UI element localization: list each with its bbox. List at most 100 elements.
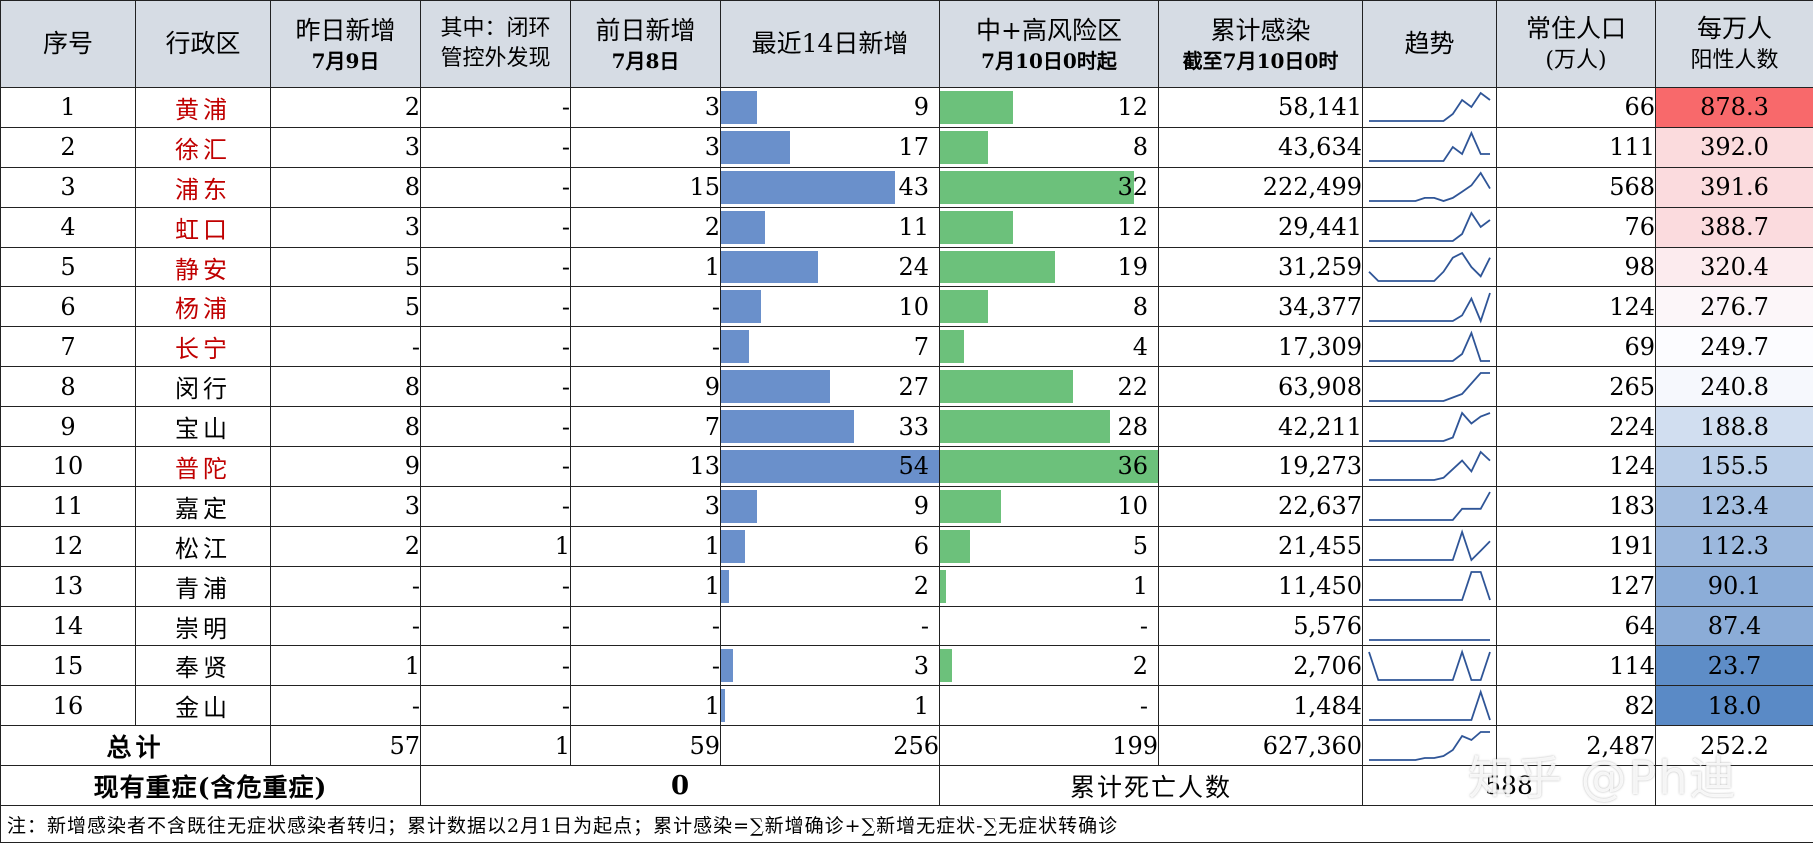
table-row: 12 松江 2 1 1 6 5 21,455 191 112.3 xyxy=(0,525,1813,567)
risk-area-bar xyxy=(940,410,1110,444)
recent14-bar xyxy=(721,130,790,164)
sparkline-line xyxy=(1369,330,1490,362)
risk-area-bar xyxy=(940,330,965,364)
cell-per-10k: 240.8 xyxy=(1655,366,1813,408)
cell-district: 青浦 xyxy=(135,565,271,607)
cell-yesterday: 5 xyxy=(270,286,421,328)
recent14-value: 43 xyxy=(898,173,929,202)
cell-closed-loop: - xyxy=(420,326,571,368)
cell-recent14: 2 xyxy=(720,565,940,607)
cell-cumulative: 63,908 xyxy=(1158,366,1363,408)
cell-cumulative: 34,377 xyxy=(1158,286,1363,328)
recent14-value: 33 xyxy=(898,412,929,441)
risk-area-bar xyxy=(940,210,1013,244)
total-trend-sparkline xyxy=(1362,725,1497,767)
recent14-bar xyxy=(721,170,895,204)
sparkline-svg xyxy=(1369,491,1491,522)
recent14-value: 6 xyxy=(913,532,929,561)
cell-yesterday: 8 xyxy=(270,366,421,408)
cell-daybefore: 3 xyxy=(570,87,721,128)
cell-closed-loop: - xyxy=(420,565,571,607)
table-row: 5 静安 5-1 24 19 31,259 98 320.4 xyxy=(0,246,1813,288)
cell-cumulative: 19,273 xyxy=(1158,446,1363,487)
recent14-bar xyxy=(721,410,855,444)
cell-population: 568 xyxy=(1496,166,1656,208)
table-row: 15 奉贤 1- -3 2 2,706 114 23.7 xyxy=(0,645,1813,687)
cell-per-10k: 155.5 xyxy=(1655,446,1813,487)
cell-cumulative: 31,259 xyxy=(1158,246,1363,288)
cell-per-10k: 392.0 xyxy=(1655,126,1813,168)
sparkline-line xyxy=(1369,171,1491,203)
risk-area-value: 1 xyxy=(1132,572,1148,601)
cell-population: 114 xyxy=(1496,645,1656,687)
cell-district: 闵行 xyxy=(135,366,271,408)
cell-trend-sparkline xyxy=(1362,126,1497,168)
recent14-bar xyxy=(721,250,818,284)
cell-trend-sparkline xyxy=(1362,286,1497,328)
cell-risk-area: 32 xyxy=(939,166,1159,208)
cell-seq: 16 xyxy=(0,685,136,727)
table-row: 2 徐汇 3-3 17 8 43,634 111 392.0 xyxy=(0,126,1813,168)
cell-population: 124 xyxy=(1496,446,1656,487)
cell-closed-loop: - xyxy=(420,685,571,727)
cell-seq: 7 xyxy=(0,326,136,368)
total-row: 总计 57 1 59 256 199 627,360 2,487 252.2 xyxy=(0,725,1813,767)
cell-yesterday: 5 xyxy=(270,246,421,288)
sparkline-svg xyxy=(1369,639,1490,641)
cell-daybefore: 1 xyxy=(570,246,721,288)
cell-district: 金山 xyxy=(135,685,271,727)
cell-risk-area: 22 xyxy=(939,366,1159,408)
cell-cumulative: 43,634 xyxy=(1158,126,1363,168)
cell-population: 76 xyxy=(1496,206,1656,248)
sparkline-svg xyxy=(1369,131,1490,163)
header-cumulative: 累计感染 截至7月10日0时 xyxy=(1158,0,1363,88)
cell-seq: 5 xyxy=(0,246,136,288)
risk-area-bar xyxy=(940,290,989,324)
cell-recent14: - xyxy=(720,605,940,647)
cell-district: 宝山 xyxy=(135,406,271,448)
cell-trend-sparkline xyxy=(1362,485,1497,527)
risk-area-bar xyxy=(940,529,971,563)
cell-recent14: 7 xyxy=(720,326,940,368)
sparkline-svg xyxy=(1369,688,1491,721)
cell-yesterday: 2 xyxy=(270,525,421,567)
cell-seq: 13 xyxy=(0,565,136,607)
cell-daybefore: - xyxy=(570,605,721,647)
table-row: 9 宝山 8-7 33 28 42,211 224 188.8 xyxy=(0,406,1813,448)
cell-cumulative: 5,576 xyxy=(1158,605,1363,647)
cell-yesterday: 3 xyxy=(270,126,421,168)
cell-trend-sparkline xyxy=(1362,246,1497,288)
cell-cumulative: 29,441 xyxy=(1158,206,1363,248)
sparkline-line xyxy=(1369,292,1491,324)
recent14-bar xyxy=(721,649,734,683)
cell-yesterday: 3 xyxy=(270,485,421,527)
sparkline-svg xyxy=(1368,251,1491,282)
table-row: 4 虹口 3-2 11 12 29,441 76 388.7 xyxy=(0,206,1813,248)
sparkline-line xyxy=(1369,491,1491,522)
cell-daybefore: 13 xyxy=(570,446,721,487)
cell-trend-sparkline xyxy=(1362,446,1497,487)
risk-area-value: 8 xyxy=(1132,133,1148,162)
cell-recent14: 9 xyxy=(720,87,940,128)
cell-trend-sparkline xyxy=(1362,206,1497,248)
cell-daybefore: 7 xyxy=(570,406,721,448)
table-row: 7 长宁 - - -7 4 17,309 69 249.7 xyxy=(0,326,1813,368)
cell-population: 64 xyxy=(1496,605,1656,647)
cell-seq: 10 xyxy=(0,446,136,487)
recent14-value: 9 xyxy=(913,93,929,122)
cell-population: 183 xyxy=(1496,485,1656,527)
risk-area-value: 8 xyxy=(1132,292,1148,321)
cell-yesterday: 3 xyxy=(270,206,421,248)
sparkline-svg xyxy=(1369,211,1491,243)
cell-risk-area: 5 xyxy=(939,525,1159,567)
sparkline-svg xyxy=(1369,292,1491,324)
risk-area-value: 10 xyxy=(1117,492,1148,521)
risk-area-bar xyxy=(940,91,1013,124)
cell-per-10k: 123.4 xyxy=(1655,485,1813,527)
sparkline-svg xyxy=(1369,571,1491,602)
recent14-bar xyxy=(721,370,830,404)
cell-cumulative: 42,211 xyxy=(1158,406,1363,448)
recent14-bar xyxy=(721,91,758,124)
recent14-bar xyxy=(721,330,750,364)
risk-area-value: 5 xyxy=(1132,532,1148,561)
